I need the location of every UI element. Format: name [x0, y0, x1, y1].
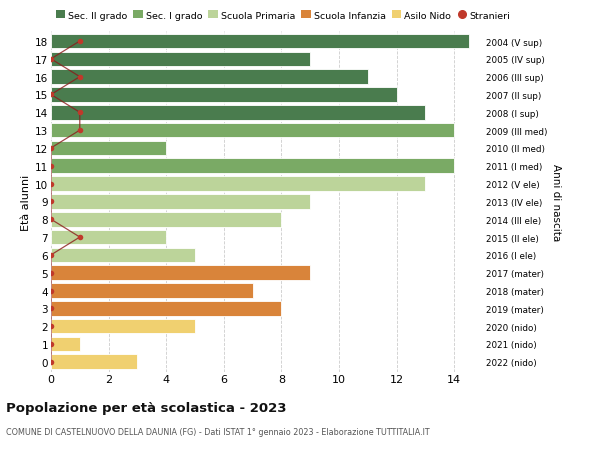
- Point: [46, 252, 56, 259]
- Point: [46, 287, 56, 295]
- Point: [46, 145, 56, 152]
- Bar: [51, 141, 166, 156]
- Point: [46, 358, 56, 366]
- Point: [46, 305, 56, 312]
- Bar: [51, 230, 166, 245]
- Text: COMUNE DI CASTELNUOVO DELLA DAUNIA (FG) - Dati ISTAT 1° gennaio 2023 - Elaborazi: COMUNE DI CASTELNUOVO DELLA DAUNIA (FG) …: [6, 427, 430, 436]
- Point: [75, 127, 85, 134]
- Bar: [51, 88, 397, 102]
- Y-axis label: Età alunni: Età alunni: [21, 174, 31, 230]
- Bar: [51, 337, 80, 352]
- Point: [46, 180, 56, 188]
- Bar: [51, 70, 368, 85]
- Point: [75, 234, 85, 241]
- Bar: [51, 34, 469, 49]
- Bar: [51, 319, 195, 334]
- Point: [75, 74, 85, 81]
- Point: [46, 341, 56, 348]
- Point: [46, 56, 56, 63]
- Bar: [51, 177, 425, 191]
- Legend: Sec. II grado, Sec. I grado, Scuola Primaria, Scuola Infanzia, Asilo Nido, Stran: Sec. II grado, Sec. I grado, Scuola Prim…: [56, 11, 511, 21]
- Text: Popolazione per età scolastica - 2023: Popolazione per età scolastica - 2023: [6, 402, 287, 414]
- Point: [46, 92, 56, 99]
- Bar: [51, 195, 310, 209]
- Bar: [51, 106, 425, 120]
- Point: [46, 163, 56, 170]
- Bar: [51, 159, 454, 174]
- Bar: [51, 52, 310, 67]
- Bar: [51, 284, 253, 298]
- Bar: [51, 355, 137, 369]
- Point: [75, 109, 85, 117]
- Point: [46, 269, 56, 277]
- Point: [46, 198, 56, 206]
- Point: [46, 323, 56, 330]
- Bar: [51, 248, 195, 263]
- Bar: [51, 266, 310, 280]
- Bar: [51, 123, 454, 138]
- Bar: [51, 213, 281, 227]
- Point: [46, 216, 56, 224]
- Y-axis label: Anni di nascita: Anni di nascita: [551, 163, 561, 241]
- Point: [75, 38, 85, 45]
- Bar: [51, 302, 281, 316]
